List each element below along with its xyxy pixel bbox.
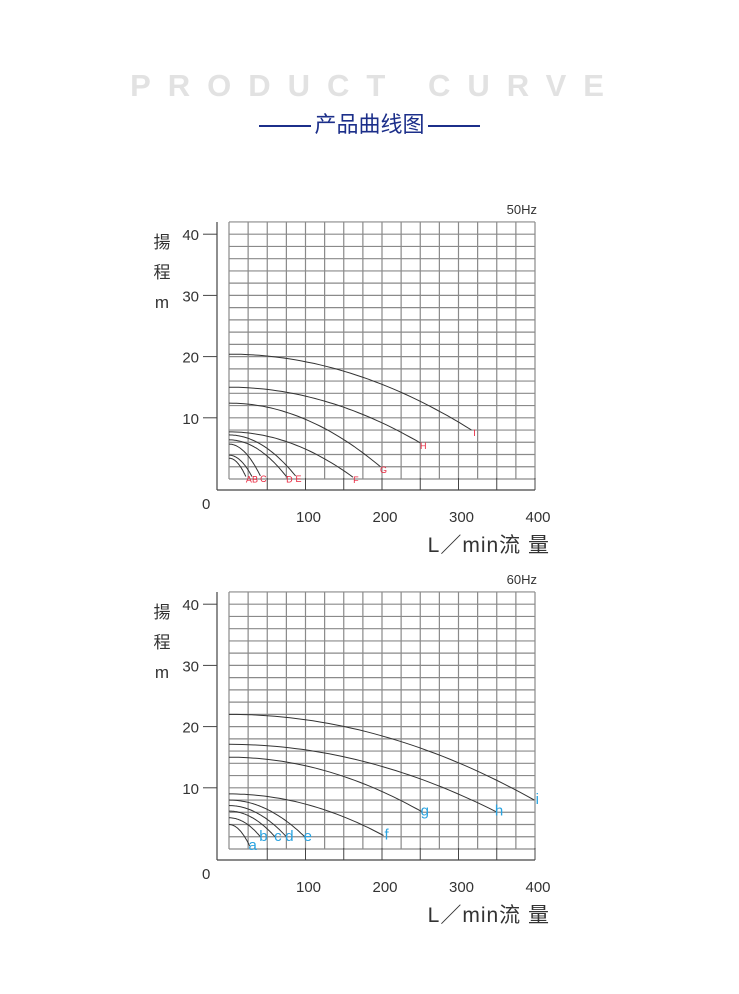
curve-label-d: d (285, 828, 293, 845)
curve-label-F: F (353, 475, 359, 485)
frequency-label: 50Hz (507, 202, 537, 217)
x-axis-title: L／min流 量 (428, 904, 550, 927)
curve-label-E: E (296, 474, 302, 484)
curve-label-B: B (252, 475, 258, 485)
origin-label: 0 (202, 496, 210, 513)
curve-label-b: b (259, 828, 267, 845)
y-tick-label: 30 (182, 658, 199, 675)
pump-curve-f (229, 793, 384, 836)
y-axis-title-char: m (155, 293, 169, 312)
x-tick-label: 100 (296, 879, 321, 896)
pump-curve-B (229, 454, 253, 477)
y-tick-label: 10 (182, 411, 199, 428)
pump-curve-F (229, 431, 354, 478)
pump-curve-A (229, 457, 247, 477)
y-axis-title-char: 揚 (154, 233, 171, 252)
pump-curve-G (228, 402, 381, 468)
x-tick-label: 200 (372, 509, 397, 526)
y-axis-title-char: 揚 (154, 603, 171, 622)
curve-label-a: a (248, 837, 257, 854)
curve-label-c: c (274, 828, 282, 845)
x-axis-title: L／min流 量 (428, 534, 550, 557)
title-english: PRODUCT CURVE (130, 68, 621, 103)
y-tick-label: 10 (182, 781, 199, 798)
curve-label-C: C (260, 474, 267, 484)
curve-label-i: i (536, 791, 539, 808)
pump-curve-H (229, 386, 421, 444)
pump-curve-g (229, 756, 423, 813)
x-tick-label: 400 (525, 879, 550, 896)
pump-curve-D (228, 439, 287, 477)
pump-curve-E (228, 434, 296, 477)
curve-label-e: e (304, 828, 312, 845)
frequency-label: 60Hz (507, 572, 537, 587)
curve-label-I: I (473, 428, 476, 438)
y-tick-label: 20 (182, 350, 199, 367)
title-right-rule (427, 125, 480, 127)
curve-label-g: g (421, 803, 429, 820)
pump-curve-e (228, 799, 306, 838)
title-left-rule (259, 125, 312, 127)
pump-curve-I (229, 353, 472, 431)
x-tick-label: 200 (372, 879, 397, 896)
origin-label: 0 (202, 866, 210, 883)
pump-curve-C (229, 443, 261, 477)
curve-label-A: A (246, 475, 252, 485)
curve-label-h: h (495, 803, 503, 820)
title-chinese: 产品曲线图 (314, 113, 425, 138)
x-tick-label: 300 (449, 509, 474, 526)
y-tick-label: 20 (182, 720, 199, 737)
x-tick-label: 300 (449, 879, 474, 896)
y-axis-title-char: m (155, 663, 169, 682)
pump-curve-a (229, 824, 251, 847)
x-tick-label: 100 (296, 509, 321, 526)
y-tick-label: 40 (182, 597, 199, 614)
y-tick-label: 40 (182, 227, 199, 244)
pump-curve-h (228, 743, 497, 813)
curve-label-G: G (380, 465, 387, 475)
curve-label-f: f (384, 827, 389, 844)
y-axis-title-char: 程 (154, 263, 171, 282)
x-tick-label: 400 (525, 509, 550, 526)
pump-curve-c (229, 810, 276, 838)
chart-50hz: 10 20 30 40 100 200 300 400 0 50Hz L／min流 量 揚程m A B C D… (154, 202, 551, 557)
y-tick-label: 30 (182, 288, 199, 305)
title-chinese-wrap: 产品曲线图 (0, 107, 739, 139)
pump-curve-i (229, 713, 535, 801)
y-axis-title-char: 程 (154, 633, 171, 652)
pump-curve-d (228, 805, 287, 838)
pump-curve-b (229, 817, 261, 838)
curve-label-H: H (420, 441, 427, 451)
curve-label-D: D (286, 475, 293, 485)
chart-60hz: 10 20 30 40 100 200 300 400 0 60Hz L／min流 量 揚程m ab c d… (154, 572, 551, 927)
